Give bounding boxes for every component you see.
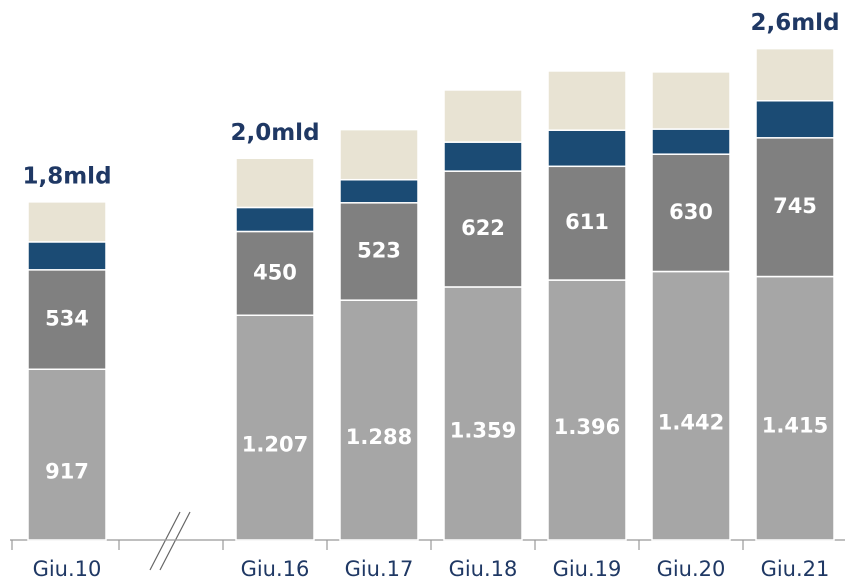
- x-tick-label: Giu.16: [241, 557, 310, 581]
- data-label: 917: [45, 460, 89, 484]
- data-label: 1.288: [346, 425, 412, 449]
- bar-segment: [27, 201, 107, 243]
- bar-segment: [443, 170, 523, 288]
- bar-segment: [339, 202, 419, 301]
- data-label: 1.442: [658, 411, 724, 435]
- data-label: 745: [773, 194, 817, 218]
- x-tick-label: Giu.10: [33, 557, 102, 581]
- bar-segment: [27, 368, 107, 541]
- data-label: 450: [253, 260, 297, 284]
- data-label: 630: [669, 200, 713, 224]
- bar-segment: [235, 157, 315, 209]
- bar-segment: [755, 275, 835, 541]
- bar-segment: [755, 47, 835, 102]
- bar-segment: [651, 71, 731, 130]
- bar-segment: [27, 241, 107, 271]
- x-tick-label: Giu.21: [761, 557, 830, 581]
- bar-segment: [235, 230, 315, 317]
- x-tick-label: Giu.17: [345, 557, 414, 581]
- bar-segment: [651, 128, 731, 155]
- bar-segment: [547, 129, 627, 168]
- bar-segment: [235, 314, 315, 541]
- data-label: 622: [461, 216, 505, 240]
- bar-segment: [235, 206, 315, 233]
- bar-segment: [547, 70, 627, 131]
- bar-segment: [755, 100, 835, 139]
- bar-segment: [443, 141, 523, 172]
- bar-segment: [443, 286, 523, 541]
- data-label: 523: [357, 238, 401, 262]
- bar-segment: [651, 270, 731, 541]
- total-label: 2,0mld: [230, 120, 319, 146]
- bar-segment: [339, 128, 419, 181]
- x-tick-label: Giu.18: [449, 557, 518, 581]
- data-label: 1.207: [242, 433, 308, 457]
- axis-break: [149, 511, 191, 571]
- data-label: 1.359: [450, 418, 516, 442]
- bar-segment: [339, 178, 419, 204]
- x-tick-label: Giu.20: [657, 557, 726, 581]
- data-label: 611: [565, 210, 609, 234]
- x-tick-label: Giu.19: [553, 557, 622, 581]
- data-label: 1.415: [762, 413, 828, 437]
- bar-segment: [27, 269, 107, 371]
- total-label: 2,6mld: [750, 10, 839, 36]
- data-label: 534: [45, 307, 89, 331]
- total-label: 1,8mld: [22, 163, 111, 189]
- bar-segment: [339, 299, 419, 541]
- data-label: 1.396: [554, 415, 620, 439]
- bar-segment: [547, 279, 627, 541]
- bar-segment: [443, 89, 523, 143]
- bar-segment: [547, 165, 627, 281]
